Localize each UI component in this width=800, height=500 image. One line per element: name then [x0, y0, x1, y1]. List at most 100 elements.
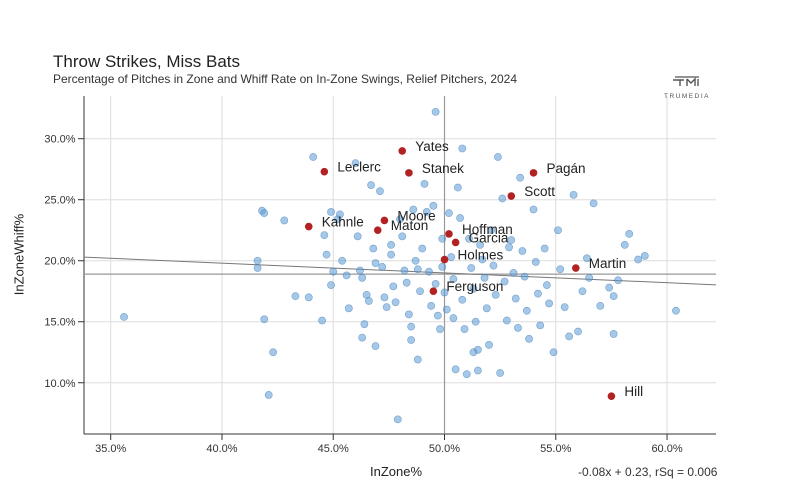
data-point: [356, 266, 364, 275]
data-point: [422, 208, 431, 216]
data-point: [376, 187, 384, 196]
data-point: [329, 267, 338, 276]
data-point: [471, 317, 480, 326]
data-point: [440, 288, 449, 297]
data-point: [342, 271, 351, 280]
data-point: [467, 264, 476, 272]
data-point: [327, 208, 335, 216]
data-point: [476, 240, 485, 249]
data-point: [609, 292, 618, 301]
brand-name: TRUMEDIA: [664, 93, 710, 100]
data-point: [614, 276, 622, 285]
highlight-point: [451, 238, 460, 247]
data-point: [456, 214, 464, 222]
data-point: [280, 216, 289, 225]
data-point: [378, 262, 387, 271]
highlight-point: [445, 230, 453, 238]
data-point: [540, 244, 549, 253]
highlight-point: [373, 226, 382, 235]
data-point: [411, 256, 420, 265]
data-point: [398, 232, 407, 241]
x-tick-label: 60.0%: [651, 443, 682, 455]
data-point: [402, 278, 411, 287]
data-point: [413, 265, 422, 274]
point-label-yates: Yates: [415, 139, 449, 154]
data-point: [578, 287, 587, 296]
data-point: [500, 277, 509, 286]
data-point: [291, 292, 300, 301]
data-point: [505, 243, 513, 252]
highlight-point: [429, 287, 438, 296]
data-point: [531, 258, 540, 266]
point-label-scott: Scott: [524, 184, 555, 199]
data-point: [596, 301, 605, 310]
x-tick-label: 50.0%: [429, 443, 460, 455]
data-point: [469, 284, 478, 293]
data-point: [583, 254, 591, 263]
data-point: [458, 144, 467, 153]
point-label-hill: Hill: [624, 384, 643, 399]
data-point: [304, 293, 313, 302]
data-point: [529, 205, 538, 214]
highlight-point: [529, 169, 538, 177]
data-point: [351, 159, 360, 168]
highlight-point: [572, 264, 580, 272]
data-point: [400, 266, 409, 275]
data-point: [516, 173, 525, 182]
data-point: [451, 365, 460, 374]
data-point: [445, 209, 453, 218]
data-point: [542, 281, 551, 290]
data-point: [473, 366, 482, 375]
data-point: [485, 341, 493, 349]
data-point: [560, 303, 569, 311]
regression-label: -0.08x + 0.23, rSq = 0.006: [578, 465, 718, 479]
point-label-holmes: Holmes: [458, 248, 504, 263]
data-point: [496, 369, 505, 377]
x-tick-label: 55.0%: [540, 443, 571, 455]
data-point: [358, 273, 367, 282]
data-point: [509, 269, 518, 277]
data-point: [416, 287, 424, 296]
data-point: [431, 107, 440, 116]
data-point: [634, 255, 643, 264]
data-point: [260, 315, 269, 324]
data-point: [438, 234, 447, 243]
data-point: [327, 281, 335, 290]
data-point: [574, 327, 582, 336]
data-point: [672, 306, 680, 315]
data-point: [514, 323, 522, 332]
data-point: [427, 301, 436, 310]
data-point: [620, 240, 629, 249]
brand-logo: TRUMEDIA: [662, 74, 712, 100]
data-point: [420, 179, 429, 188]
data-point: [253, 264, 262, 272]
point-label-garcia: Garcia: [469, 230, 509, 245]
y-tick-label: 30.0%: [44, 134, 75, 146]
data-point: [253, 256, 262, 265]
data-point: [502, 316, 511, 325]
data-point: [458, 295, 467, 304]
data-point: [569, 190, 578, 199]
data-point: [442, 305, 451, 314]
data-point: [380, 293, 389, 302]
data-point: [609, 330, 618, 338]
data-point: [387, 250, 395, 259]
data-point: [413, 355, 422, 364]
y-tick-label: 20.0%: [44, 256, 75, 268]
data-point: [396, 215, 404, 224]
data-point: [462, 370, 471, 379]
data-point: [353, 232, 362, 241]
highlight-point: [398, 147, 407, 155]
data-point: [605, 283, 614, 292]
data-point: [640, 251, 649, 260]
highlight-point: [380, 216, 389, 225]
point-label-pagán: Pagán: [547, 161, 586, 176]
data-point: [536, 321, 545, 330]
data-point: [534, 289, 542, 298]
data-point: [469, 348, 478, 357]
chart-title: Throw Strikes, Miss Bats: [53, 52, 241, 71]
data-point: [625, 229, 634, 238]
x-tick-label: 40.0%: [206, 443, 237, 455]
data-point: [358, 333, 367, 342]
